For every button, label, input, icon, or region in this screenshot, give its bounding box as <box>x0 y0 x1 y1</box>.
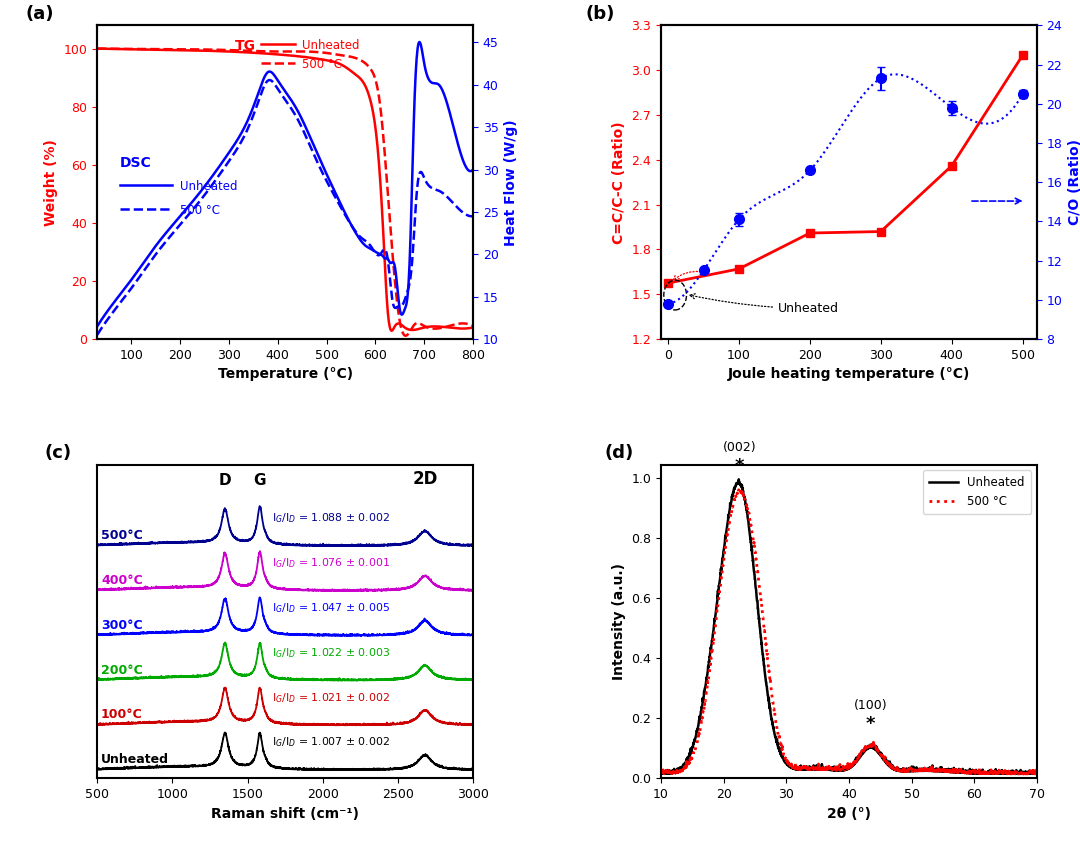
Unheated <box>654 768 667 778</box>
500 °C <box>950 767 963 777</box>
Text: Unheated: Unheated <box>100 753 168 766</box>
Text: 500°C: 500°C <box>100 529 143 542</box>
Text: I$_G$/I$_D$ = 1.088 ± 0.002: I$_G$/I$_D$ = 1.088 ± 0.002 <box>271 512 390 525</box>
500 °C <box>674 766 687 777</box>
Text: 500 °C: 500 °C <box>180 204 220 217</box>
Text: (d): (d) <box>605 444 634 462</box>
500 °C <box>1020 769 1032 779</box>
Text: Unheated: Unheated <box>302 39 360 52</box>
Unheated <box>837 765 850 775</box>
500 °C <box>1030 767 1043 777</box>
Unheated <box>1020 769 1032 779</box>
Text: D: D <box>218 473 231 488</box>
Y-axis label: C=C/C-C (Ratio): C=C/C-C (Ratio) <box>611 121 625 244</box>
X-axis label: Temperature (°C): Temperature (°C) <box>217 367 353 382</box>
Unheated <box>950 766 963 776</box>
Unheated <box>827 765 840 775</box>
Text: (a): (a) <box>26 5 54 23</box>
Text: Unheated: Unheated <box>690 294 839 316</box>
Text: (002): (002) <box>723 441 756 453</box>
Text: G: G <box>254 473 266 488</box>
Text: I$_G$/I$_D$ = 1.021 ± 0.002: I$_G$/I$_D$ = 1.021 ± 0.002 <box>271 690 390 705</box>
Unheated <box>1030 768 1043 778</box>
Line: Unheated: Unheated <box>661 480 1037 774</box>
500 °C <box>654 768 667 778</box>
X-axis label: Raman shift (cm⁻¹): Raman shift (cm⁻¹) <box>211 806 360 821</box>
Text: 300°C: 300°C <box>100 618 143 632</box>
Y-axis label: C/O (Ratio): C/O (Ratio) <box>1068 140 1080 225</box>
Text: DSC: DSC <box>120 157 151 170</box>
Legend: Unheated, 500 °C: Unheated, 500 °C <box>922 470 1031 514</box>
Text: I$_G$/I$_D$ = 1.047 ± 0.005: I$_G$/I$_D$ = 1.047 ± 0.005 <box>271 601 390 615</box>
Text: I$_G$/I$_D$ = 1.076 ± 0.001: I$_G$/I$_D$ = 1.076 ± 0.001 <box>271 557 390 570</box>
Text: (100): (100) <box>854 699 888 712</box>
Text: *: * <box>866 715 876 733</box>
Text: 100°C: 100°C <box>100 708 143 722</box>
X-axis label: 2θ (°): 2θ (°) <box>827 806 870 821</box>
Unheated <box>674 765 687 775</box>
Text: I$_G$/I$_D$ = 1.022 ± 0.003: I$_G$/I$_D$ = 1.022 ± 0.003 <box>271 645 390 660</box>
Y-axis label: Intensity (a.u.): Intensity (a.u.) <box>611 563 625 680</box>
Text: (b): (b) <box>585 5 616 23</box>
Unheated <box>1030 769 1043 779</box>
Text: TG: TG <box>234 39 255 52</box>
Text: 2D: 2D <box>413 470 437 488</box>
500 °C <box>732 485 745 495</box>
Text: I$_G$/I$_D$ = 1.007 ± 0.002: I$_G$/I$_D$ = 1.007 ± 0.002 <box>271 735 390 750</box>
Y-axis label: Weight (%): Weight (%) <box>44 139 58 226</box>
500 °C <box>827 765 840 775</box>
Line: 500 °C: 500 °C <box>661 490 1037 774</box>
500 °C <box>837 765 850 775</box>
X-axis label: Joule heating temperature (°C): Joule heating temperature (°C) <box>728 367 970 382</box>
Text: Unheated: Unheated <box>180 180 238 194</box>
Y-axis label: Heat Flow (W/g): Heat Flow (W/g) <box>504 119 518 245</box>
500 °C <box>1020 768 1032 778</box>
500 °C <box>1029 769 1042 779</box>
Text: 500 °C: 500 °C <box>302 58 342 71</box>
Unheated <box>1020 769 1032 779</box>
Text: (c): (c) <box>44 444 71 462</box>
Text: 400°C: 400°C <box>100 574 143 587</box>
Text: *: * <box>734 457 744 475</box>
Text: 200°C: 200°C <box>100 663 143 677</box>
Unheated <box>732 475 745 485</box>
